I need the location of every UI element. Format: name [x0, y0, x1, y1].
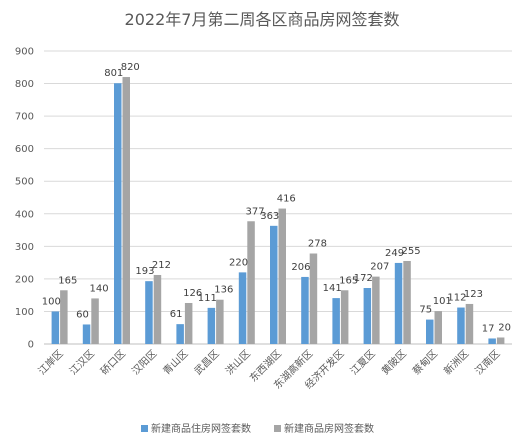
category-label: 江汉区 [67, 348, 97, 378]
data-label: 165 [339, 275, 358, 286]
bar-residential [270, 225, 278, 344]
data-label: 206 [291, 262, 310, 273]
category-label: 青山区 [160, 347, 190, 377]
data-label: 136 [214, 285, 233, 296]
data-label: 193 [135, 266, 154, 277]
y-tick-label: 400 [15, 209, 34, 220]
data-label: 61 [170, 309, 183, 320]
bar-commercial [91, 298, 99, 344]
category-label: 武昌区 [191, 347, 221, 377]
bar-commercial [153, 274, 162, 344]
y-tick-label: 800 [15, 79, 34, 90]
data-label: 112 [447, 293, 466, 304]
y-tick-label: 700 [15, 112, 34, 123]
bar-commercial [465, 303, 474, 344]
legend: 新建商品住房网签套数 新建商品房网签套数 [141, 422, 374, 435]
bar-commercial [309, 253, 318, 344]
grid [44, 50, 512, 345]
legend-label-0: 新建商品住房网签套数 [151, 422, 251, 435]
category-label: 洪山区 [223, 348, 253, 378]
bar-commercial [340, 290, 349, 344]
data-label: 172 [354, 273, 373, 284]
data-label: 249 [385, 248, 404, 259]
legend-swatch-1 [274, 425, 281, 432]
y-tick-label: 0 [28, 340, 34, 351]
data-label: 17 [482, 323, 495, 334]
data-label: 111 [198, 293, 217, 304]
bar-residential [207, 307, 216, 344]
chart-title: 2022年7月第二周各区商品房网签套数 [125, 10, 400, 29]
bar-residential [176, 324, 184, 344]
category-label: 黄陂区 [379, 347, 409, 377]
bar-residential [426, 319, 434, 344]
bar-residential [457, 307, 465, 344]
bar-residential [238, 272, 247, 344]
data-label: 212 [152, 260, 171, 271]
category-label: 汉南区 [472, 347, 502, 377]
data-label: 20 [498, 322, 511, 333]
bar-commercial [247, 221, 255, 344]
data-label: 140 [90, 283, 109, 294]
y-tick-label: 100 [15, 307, 34, 318]
bar-commercial [372, 276, 380, 344]
bar-residential [332, 298, 340, 344]
data-label: 416 [277, 194, 296, 205]
legend-swatch-0 [141, 425, 148, 432]
bar-residential [363, 288, 372, 344]
bar-commercial [403, 260, 411, 344]
category-label: 汉阳区 [130, 348, 160, 378]
data-label: 220 [229, 257, 248, 268]
category-label: 新洲区 [441, 347, 471, 377]
y-tick-label: 600 [15, 144, 34, 155]
bar-commercial [216, 299, 224, 344]
bar-commercial [122, 77, 130, 345]
data-label: 801 [104, 68, 123, 79]
y-axis-ticks: 0 100 200 300 400 500 600 700 800 900 [15, 47, 34, 351]
y-tick-label: 200 [15, 274, 34, 285]
data-label: 165 [58, 275, 77, 286]
bar-commercial [184, 302, 193, 344]
bar-commercial [60, 290, 68, 344]
data-label: 100 [42, 296, 61, 307]
data-label: 60 [76, 309, 89, 320]
data-label: 255 [402, 246, 421, 257]
bar-commercial [496, 337, 505, 344]
data-label: 377 [246, 206, 265, 217]
data-label: 75 [419, 305, 432, 316]
data-label: 207 [370, 262, 389, 273]
y-tick-label: 900 [15, 47, 34, 58]
data-label: 278 [308, 238, 327, 249]
bar-residential [488, 338, 496, 344]
data-label: 123 [464, 289, 483, 300]
bar-residential [145, 281, 153, 344]
data-label: 141 [323, 283, 342, 294]
category-label: 硚口区 [98, 348, 128, 378]
bar-residential [394, 262, 403, 344]
category-label: 江夏区 [348, 348, 378, 378]
data-label: 363 [260, 211, 279, 222]
category-label: 蔡甸区 [410, 347, 440, 377]
bar-commercial [434, 311, 442, 344]
data-label: 126 [183, 288, 202, 299]
bar-residential [82, 324, 91, 344]
data-label: 820 [121, 62, 140, 73]
bars [51, 77, 505, 345]
y-tick-label: 500 [15, 177, 34, 188]
bar-residential [301, 276, 309, 344]
category-label: 江岸区 [36, 348, 66, 378]
legend-label-1: 新建商品房网签套数 [284, 422, 374, 435]
bar-residential [51, 311, 60, 344]
bar-residential [114, 83, 122, 344]
bar-commercial [278, 208, 286, 344]
data-label: 101 [433, 296, 452, 307]
y-tick-label: 300 [15, 242, 34, 253]
